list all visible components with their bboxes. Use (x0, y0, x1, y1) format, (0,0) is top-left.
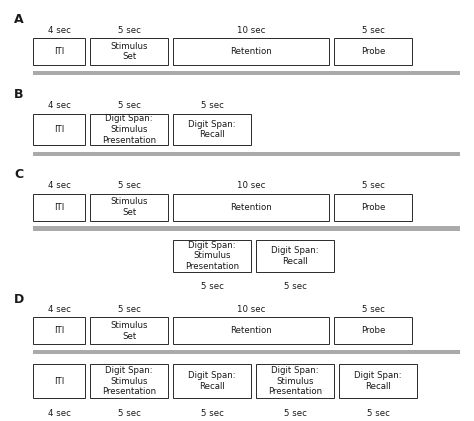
Text: Stimulus
Set: Stimulus Set (110, 197, 148, 217)
Text: 10 sec: 10 sec (237, 26, 265, 35)
Text: B: B (14, 88, 24, 101)
FancyBboxPatch shape (334, 38, 412, 65)
Text: Digit Span:
Stimulus
Presentation: Digit Span: Stimulus Presentation (185, 240, 239, 271)
Text: 4 sec: 4 sec (48, 409, 71, 418)
FancyBboxPatch shape (173, 364, 251, 398)
Text: Digit Span:
Recall: Digit Span: Recall (271, 246, 319, 266)
FancyBboxPatch shape (33, 364, 85, 398)
Text: 5 sec: 5 sec (118, 305, 141, 314)
Text: 4 sec: 4 sec (48, 101, 71, 110)
Text: 4 sec: 4 sec (48, 181, 71, 190)
FancyBboxPatch shape (173, 114, 251, 145)
Text: Digit Span:
Stimulus
Presentation: Digit Span: Stimulus Presentation (102, 114, 156, 145)
Text: ITI: ITI (54, 125, 64, 134)
Text: Retention: Retention (230, 47, 272, 56)
Text: Digit Span:
Stimulus
Presentation: Digit Span: Stimulus Presentation (268, 366, 322, 396)
FancyBboxPatch shape (173, 317, 329, 344)
FancyBboxPatch shape (256, 364, 334, 398)
Text: 5 sec: 5 sec (283, 282, 307, 291)
FancyBboxPatch shape (90, 317, 168, 344)
Text: Stimulus
Set: Stimulus Set (110, 42, 148, 61)
Text: 5 sec: 5 sec (362, 305, 385, 314)
Text: Probe: Probe (361, 326, 385, 335)
Text: ITI: ITI (54, 376, 64, 386)
Text: Digit Span:
Stimulus
Presentation: Digit Span: Stimulus Presentation (102, 366, 156, 396)
Text: C: C (14, 168, 23, 181)
Text: 5 sec: 5 sec (118, 26, 141, 35)
Text: 5 sec: 5 sec (118, 181, 141, 190)
FancyBboxPatch shape (334, 317, 412, 344)
Text: 4 sec: 4 sec (48, 305, 71, 314)
Text: Retention: Retention (230, 326, 272, 335)
FancyBboxPatch shape (33, 38, 85, 65)
Text: Digit Span:
Recall: Digit Span: Recall (354, 371, 402, 391)
Text: 5 sec: 5 sec (201, 282, 224, 291)
FancyBboxPatch shape (33, 194, 85, 221)
FancyBboxPatch shape (173, 38, 329, 65)
FancyBboxPatch shape (33, 350, 460, 354)
Text: Retention: Retention (230, 203, 272, 212)
FancyBboxPatch shape (33, 317, 85, 344)
Text: 5 sec: 5 sec (366, 409, 390, 418)
FancyBboxPatch shape (90, 38, 168, 65)
Text: 10 sec: 10 sec (237, 181, 265, 190)
Text: 4 sec: 4 sec (48, 26, 71, 35)
Text: ITI: ITI (54, 203, 64, 212)
Text: 5 sec: 5 sec (118, 101, 141, 110)
Text: Probe: Probe (361, 203, 385, 212)
FancyBboxPatch shape (256, 240, 334, 272)
FancyBboxPatch shape (33, 114, 85, 145)
Text: 5 sec: 5 sec (118, 409, 141, 418)
Text: Digit Span:
Recall: Digit Span: Recall (188, 371, 236, 391)
Text: D: D (14, 293, 25, 306)
FancyBboxPatch shape (33, 152, 460, 156)
FancyBboxPatch shape (173, 194, 329, 221)
FancyBboxPatch shape (33, 226, 460, 231)
Text: 5 sec: 5 sec (362, 26, 385, 35)
FancyBboxPatch shape (90, 194, 168, 221)
Text: Probe: Probe (361, 47, 385, 56)
FancyBboxPatch shape (90, 364, 168, 398)
Text: 10 sec: 10 sec (237, 305, 265, 314)
FancyBboxPatch shape (33, 71, 460, 75)
Text: ITI: ITI (54, 47, 64, 56)
Text: A: A (14, 13, 24, 26)
Text: Stimulus
Set: Stimulus Set (110, 321, 148, 341)
FancyBboxPatch shape (334, 194, 412, 221)
Text: 5 sec: 5 sec (201, 409, 224, 418)
Text: 5 sec: 5 sec (362, 181, 385, 190)
FancyBboxPatch shape (90, 114, 168, 145)
Text: Digit Span:
Recall: Digit Span: Recall (188, 120, 236, 139)
Text: 5 sec: 5 sec (201, 101, 224, 110)
Text: ITI: ITI (54, 326, 64, 335)
Text: 5 sec: 5 sec (283, 409, 307, 418)
FancyBboxPatch shape (173, 240, 251, 272)
FancyBboxPatch shape (339, 364, 417, 398)
